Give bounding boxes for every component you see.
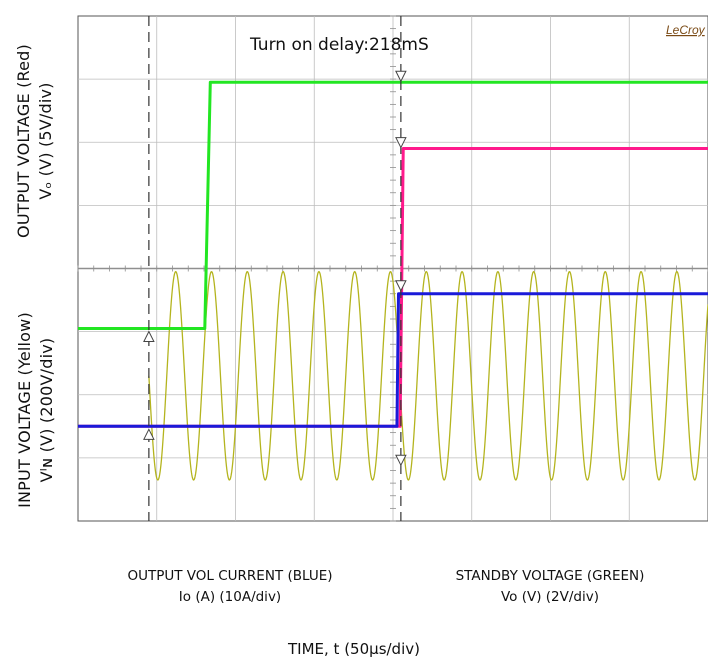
- y-axis-label-output-line2: Vₒ (V) (5V/div): [36, 82, 55, 200]
- y-axis-label-output-line1: OUTPUT VOLTAGE (Red): [14, 44, 33, 238]
- channel-label-standby-line2: Vo (V) (2V/div): [500, 589, 599, 605]
- y-axis-label-output: OUTPUT VOLTAGE (Red) Vₒ (V) (5V/div): [13, 6, 63, 276]
- cursor-arrow-icon: [143, 330, 155, 342]
- cursor-arrow-icon: [395, 137, 407, 149]
- x-axis-label: TIME, t (50μs/div): [288, 640, 420, 658]
- cursor-arrow-icon: [143, 428, 155, 440]
- channel-label-standby-line1: STANDBY VOLTAGE (GREEN): [455, 568, 645, 584]
- channel-label-current: OUTPUT VOL CURRENT (BLUE) Io (A) (10A/di…: [80, 566, 380, 608]
- y-axis-label-input-line2: Vᴵɴ (V) (200V/div): [37, 337, 56, 483]
- y-axis-label-input: INPUT VOLTAGE (Yellow) Vᴵɴ (V) (200V/div…: [14, 260, 64, 560]
- delay-annotation: Turn on delay:218mS: [249, 35, 429, 55]
- channel-label-standby: STANDBY VOLTAGE (GREEN) Vo (V) (2V/div): [400, 566, 700, 608]
- cursor-arrow-icon: [395, 280, 407, 292]
- y-axis-label-input-line1: INPUT VOLTAGE (Yellow): [15, 312, 34, 508]
- cursor-arrow-icon: [395, 70, 407, 83]
- channel-label-current-line2: Io (A) (10A/div): [178, 589, 282, 605]
- series-line-2: [78, 292, 708, 428]
- series-line-0: [78, 80, 708, 330]
- channel-label-current-line1: OUTPUT VOL CURRENT (BLUE): [127, 568, 333, 584]
- cursor-arrow-icon: [395, 454, 407, 467]
- series-line-input-sine: [148, 270, 708, 481]
- lecroy-brand: LeCroy: [666, 23, 706, 37]
